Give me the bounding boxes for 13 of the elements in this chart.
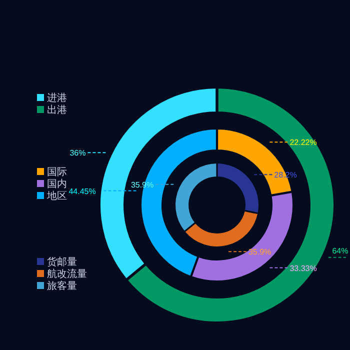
legend-label: 旅客量 — [47, 280, 77, 292]
legend-label: 进港 — [47, 92, 67, 104]
legend-label: 地区 — [46, 190, 67, 202]
data-label: 35.9% — [248, 248, 272, 257]
legend-label: 货邮量 — [47, 256, 77, 268]
legend-label: 出港 — [47, 104, 67, 116]
legend-label: 国内 — [47, 178, 67, 190]
data-label: 22.22% — [290, 138, 317, 148]
data-label: 44.45% — [68, 186, 96, 196]
legend-label: 国际 — [47, 167, 67, 178]
data-label: 36% — [70, 148, 86, 158]
legend-label: 航改流量 — [47, 268, 87, 280]
data-label: 64% — [332, 246, 348, 256]
